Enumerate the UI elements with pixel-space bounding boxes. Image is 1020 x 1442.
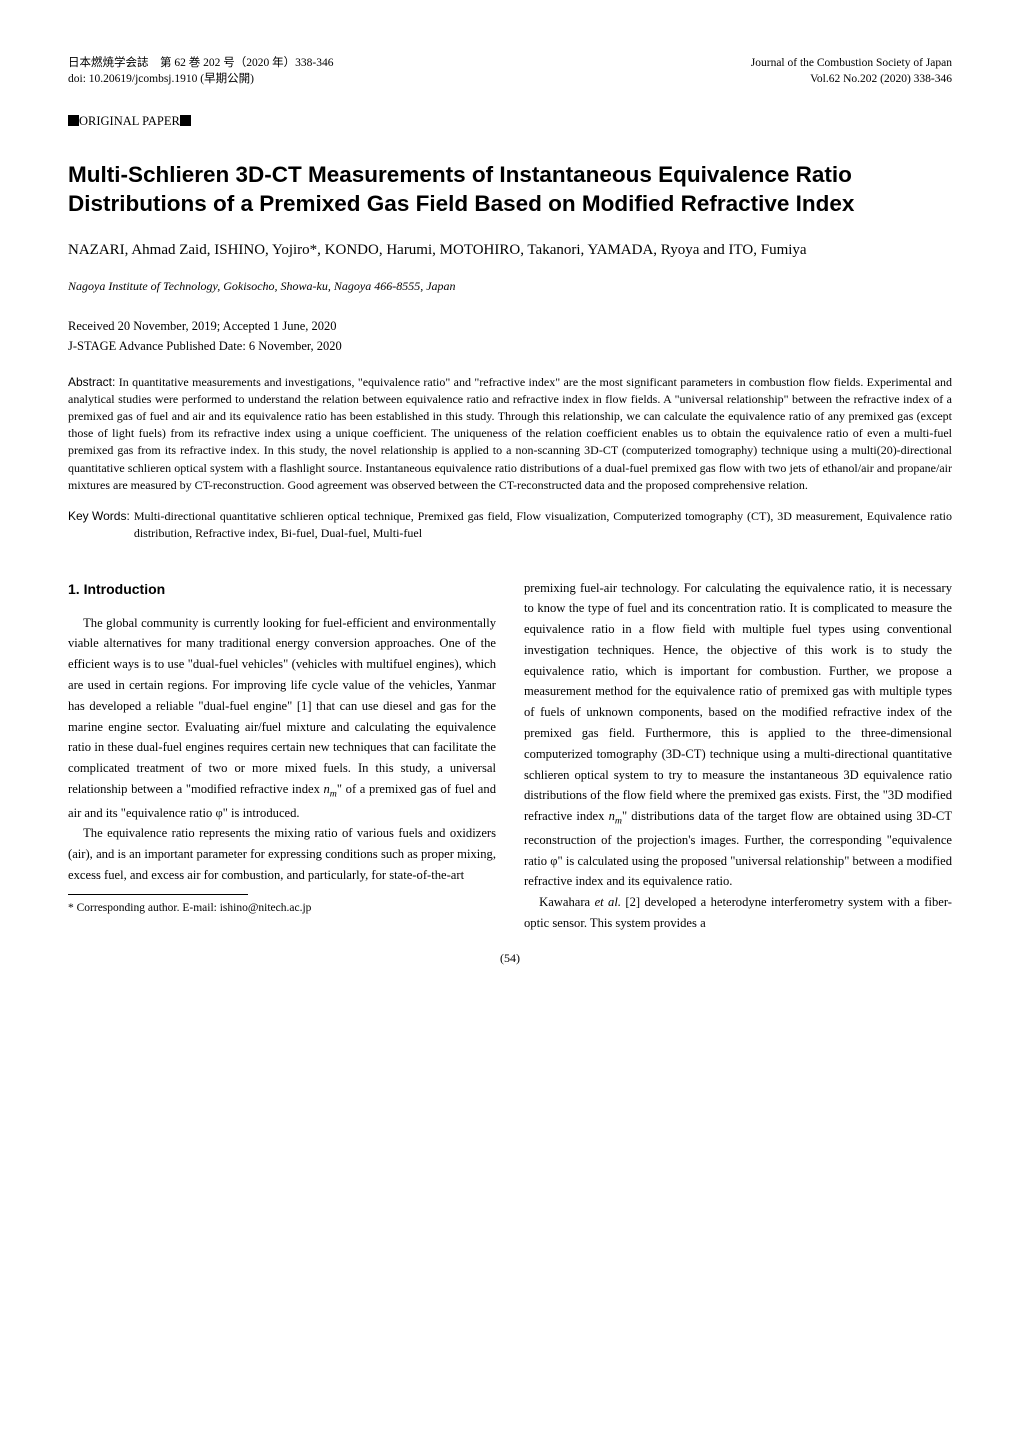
publication-dates: Received 20 November, 2019; Accepted 1 J… (68, 316, 952, 356)
abstract-block: Abstract: In quantitative measurements a… (68, 374, 952, 493)
running-header: 日本燃焼学会誌 第 62 巻 202 号（2020 年）338-346 doi:… (68, 56, 952, 87)
left-column: 1. Introduction The global community is … (68, 578, 496, 934)
keywords-label: Key Words: (68, 508, 134, 542)
intro-para-2: The equivalence ratio represents the mix… (68, 823, 496, 885)
body-columns: 1. Introduction The global community is … (68, 578, 952, 934)
article-type-label: ORIGINAL PAPER (79, 114, 180, 128)
intro-para-1-cont: premixing fuel-air technology. For calcu… (524, 578, 952, 892)
header-left: 日本燃焼学会誌 第 62 巻 202 号（2020 年）338-346 doi:… (68, 56, 333, 87)
square-icon (68, 115, 79, 126)
keywords-body: Multi-directional quantitative schlieren… (134, 508, 952, 542)
etal-italic: et al. (595, 895, 621, 909)
square-icon (180, 115, 191, 126)
advance-publish-date: J-STAGE Advance Published Date: 6 Novemb… (68, 336, 952, 356)
footnote-rule (68, 894, 248, 895)
header-right-line1: Journal of the Combustion Society of Jap… (751, 56, 952, 72)
article-title: Multi-Schlieren 3D-CT Measurements of In… (68, 160, 952, 219)
symbol-m: m (330, 788, 337, 799)
page-number: (54) (68, 950, 952, 966)
intro-para-1: The global community is currently lookin… (68, 613, 496, 824)
right-p1-a: premixing fuel-air technology. For calcu… (524, 581, 952, 823)
header-left-line1: 日本燃焼学会誌 第 62 巻 202 号（2020 年）338-346 (68, 56, 333, 72)
article-type-tag: ORIGINAL PAPER (68, 113, 952, 130)
symbol-m: m (615, 816, 622, 827)
keywords-block: Key Words: Multi-directional quantitativ… (68, 508, 952, 542)
header-left-line2: doi: 10.20619/jcombsj.1910 (早期公開) (68, 72, 333, 88)
abstract-body: In quantitative measurements and investi… (68, 375, 952, 491)
intro-p1-a: The global community is currently lookin… (68, 616, 496, 796)
affiliation: Nagoya Institute of Technology, Gokisoch… (68, 278, 952, 294)
received-accepted-date: Received 20 November, 2019; Accepted 1 J… (68, 316, 952, 336)
abstract-label: Abstract: (68, 375, 115, 389)
section-heading-introduction: 1. Introduction (68, 578, 496, 601)
author-list: NAZARI, Ahmad Zaid, ISHINO, Yojiro*, KON… (68, 240, 952, 262)
corresponding-author-footnote: * Corresponding author. E-mail: ishino@n… (68, 899, 496, 918)
header-right-line2: Vol.62 No.202 (2020) 338-346 (751, 72, 952, 88)
header-right: Journal of the Combustion Society of Jap… (751, 56, 952, 87)
right-p2-a: Kawahara (539, 895, 594, 909)
right-column: premixing fuel-air technology. For calcu… (524, 578, 952, 934)
intro-para-3: Kawahara et al. [2] developed a heterody… (524, 892, 952, 934)
